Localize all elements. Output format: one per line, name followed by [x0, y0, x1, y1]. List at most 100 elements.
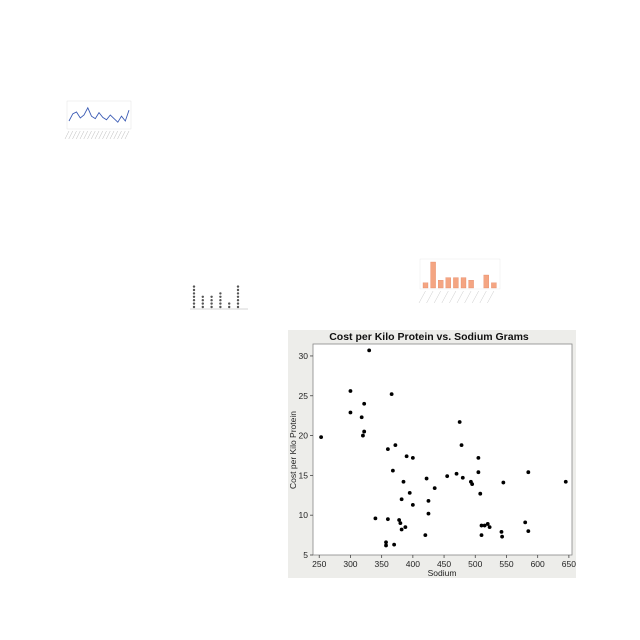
data-point: [501, 480, 506, 485]
data-point: [384, 540, 388, 545]
x-tick-label: 350: [375, 559, 389, 569]
y-tick-label: 15: [299, 470, 309, 480]
thumb-dot: [236, 305, 240, 309]
thumb-dot: [228, 302, 231, 305]
thumb-dot: [236, 302, 240, 305]
thumb-x-tick: [109, 130, 115, 140]
data-point: [404, 454, 409, 459]
thumb-x-tick: [87, 130, 92, 140]
x-tick-label: 450: [437, 559, 451, 569]
x-axis-label: Sodium: [428, 568, 457, 578]
data-point: [482, 523, 487, 528]
thumb-dot: [201, 299, 204, 302]
thumb-dot: [219, 302, 222, 305]
y-tick-label: 30: [299, 351, 309, 361]
data-point: [410, 455, 415, 460]
x-axis-ticks: 250 300 350 400 450 500 550 600 650: [312, 555, 576, 569]
thumb-dot: [219, 299, 222, 302]
x-tick-label: 550: [499, 559, 513, 569]
thumb-x-tick: [98, 130, 103, 140]
thumb-bar: [445, 277, 451, 289]
data-point: [526, 470, 531, 475]
thumb-dot: [192, 288, 196, 292]
x-tick-label: 250: [312, 559, 326, 569]
y-axis-ticks: 5 10 15 20 25 30: [299, 351, 313, 560]
y-tick-label: 25: [299, 391, 309, 401]
data-point: [426, 511, 431, 516]
thumb-bar: [491, 282, 497, 289]
data-point: [563, 479, 568, 484]
thumb-dot: [236, 299, 240, 302]
data-point: [401, 479, 406, 484]
thumb-background: [178, 275, 250, 317]
thumb-x-tick: [418, 290, 426, 304]
data-point: [424, 476, 429, 481]
chart-title: Cost per Kilo Protein vs. Sodium Grams: [329, 331, 529, 343]
thumb-x-tick: [117, 130, 122, 140]
thumb-x-tick: [102, 130, 107, 140]
x-tick-label: 400: [406, 559, 420, 569]
thumb-x-tick: [471, 290, 479, 304]
thumb-dot: [192, 292, 196, 295]
thumb-dot: [236, 295, 240, 298]
data-point: [485, 522, 490, 526]
data-point: [499, 530, 504, 534]
data-point: [398, 521, 403, 526]
data-point: [399, 527, 404, 532]
thumb-bar: [468, 280, 474, 289]
scatter-chart: Cost per Kilo Protein vs. Sodium Grams S…: [288, 330, 576, 578]
thumb-x-tick: [64, 130, 70, 140]
thumb-dot: [236, 292, 240, 295]
thumb-x-tick: [94, 130, 100, 140]
data-point: [359, 415, 364, 420]
thumb-x-tick: [426, 290, 434, 304]
data-point: [392, 542, 397, 547]
data-point: [403, 525, 408, 530]
thumb-dot: [192, 295, 196, 298]
data-point: [362, 401, 367, 406]
plot-area: [312, 343, 573, 556]
thumb-bar: [422, 282, 429, 289]
x-tick-label: 600: [531, 559, 545, 569]
thumb-dot: [210, 305, 213, 309]
data-point: [487, 525, 492, 530]
data-point: [500, 534, 505, 539]
thumb-x-tick: [456, 290, 464, 304]
y-axis-label: Cost per Kilo Protein: [288, 411, 298, 489]
thumb-dot: [219, 292, 222, 295]
data-point: [426, 498, 431, 503]
thumb-x-tick: [479, 290, 487, 304]
bar-chart-thumbnail: [408, 247, 504, 322]
data-point: [362, 429, 367, 434]
x-tick-label: 500: [468, 559, 482, 569]
thumb-dot: [192, 305, 196, 309]
thumb-dot: [236, 285, 240, 288]
data-point: [476, 470, 481, 475]
y-tick-label: 20: [299, 431, 309, 441]
thumb-bar: [438, 280, 444, 289]
data-point: [460, 475, 465, 480]
data-point: [319, 435, 324, 440]
thumb-x-tick: [433, 290, 441, 304]
thumb-dot: [219, 305, 222, 309]
x-tick-label: 650: [562, 559, 576, 569]
thumb-x-tick: [79, 130, 85, 140]
data-point: [457, 420, 462, 424]
data-point: [390, 468, 395, 473]
data-point: [385, 517, 390, 522]
thumb-dot: [210, 302, 213, 305]
data-point: [373, 516, 378, 521]
data-point: [526, 529, 531, 534]
thumb-x-tick: [449, 290, 457, 304]
data-point: [348, 410, 353, 415]
thumb-x-tick: [441, 290, 449, 304]
data-point: [393, 443, 398, 448]
data-point: [385, 447, 390, 452]
thumb-bar: [453, 277, 459, 289]
data-point: [399, 497, 404, 502]
thumb-dot: [201, 302, 204, 305]
data-point: [423, 533, 428, 537]
data-points: [319, 348, 568, 548]
thumb-dot: [192, 302, 196, 305]
thumb-bar: [460, 277, 467, 289]
